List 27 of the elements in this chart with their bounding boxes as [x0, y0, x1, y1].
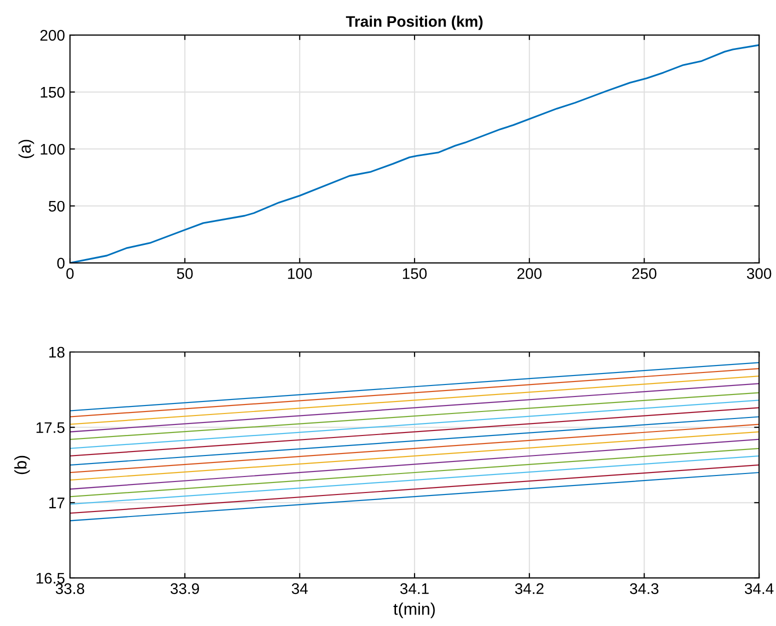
x-tick-label: 34.1	[400, 583, 429, 594]
x-tick-label: 0	[66, 268, 74, 280]
x-tick-label: 33.9	[170, 583, 199, 594]
y-tick-label: 18	[49, 346, 64, 358]
x-tick-label: 34.3	[630, 583, 658, 594]
y-tick-label: 0	[57, 258, 65, 269]
y-axis-title: (a)	[18, 140, 34, 158]
x-tick-label: 50	[176, 268, 193, 280]
y-tick-label: 17.5	[36, 422, 64, 434]
y-axis-title: (b)	[14, 456, 30, 474]
x-axis-title: t(min)	[394, 602, 435, 618]
y-tick-label: 16.5	[36, 572, 64, 584]
y-tick-label: 50	[48, 200, 65, 212]
x-tick-label: 100	[288, 268, 312, 280]
x-tick-label: 34.2	[515, 583, 544, 594]
y-tick-label: 150	[40, 86, 65, 98]
y-tick-label: 17	[49, 498, 64, 508]
x-tick-label: 34	[292, 583, 308, 594]
x-tick-label: 300	[746, 268, 772, 280]
chart-title: Train Position (km)	[346, 16, 483, 30]
y-tick-label: 200	[40, 30, 65, 41]
x-tick-label: 200	[517, 268, 542, 280]
x-tick-label: 150	[402, 268, 427, 280]
x-tick-label: 34.4	[744, 583, 774, 594]
x-tick-label: 33.8	[56, 583, 84, 594]
x-tick-label: 250	[632, 268, 656, 280]
y-tick-label: 100	[40, 144, 65, 155]
